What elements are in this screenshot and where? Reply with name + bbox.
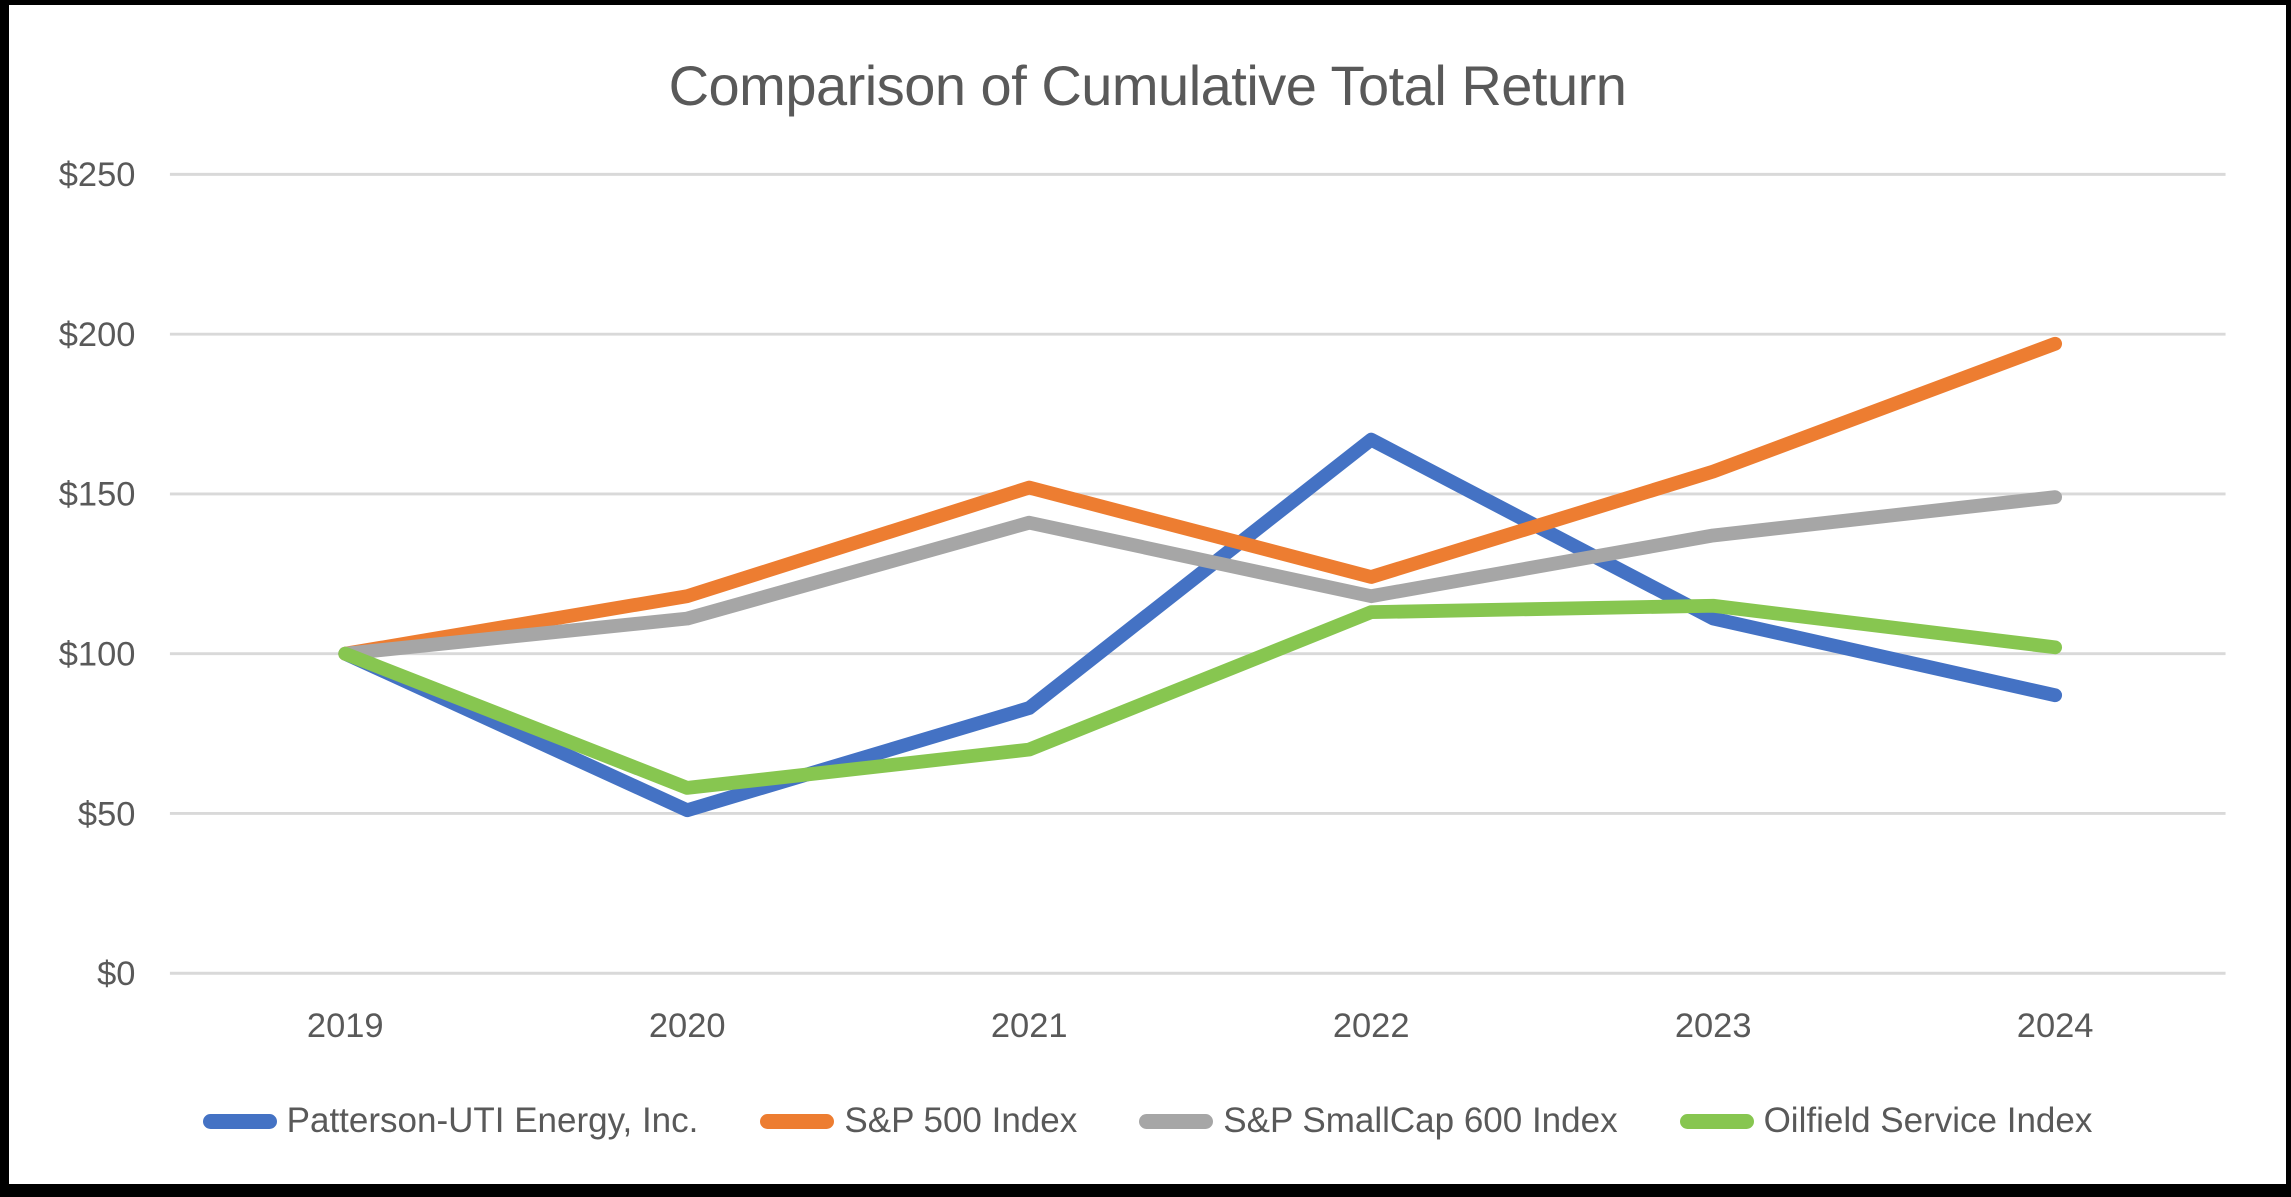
line-chart: $0 $50 $100 $150 $200 $250 2019 2020 202… (59, 156, 2226, 1045)
gridlines (169, 172, 2226, 975)
series-line-patterson-uti-energy (338, 432, 2063, 818)
legend-swatch-icon (202, 1113, 277, 1129)
y-tick-label: $0 (97, 955, 135, 993)
legend-item-patterson-uti-energy: Patterson-UTI Energy, Inc. (202, 1101, 699, 1141)
series-line-sp-smallcap-600-index (338, 490, 2063, 661)
chart-title: Comparison of Cumulative Total Return (668, 54, 1627, 117)
series-line-oilfield-service-index (338, 598, 2063, 795)
y-tick-label: $150 (59, 476, 136, 514)
x-tick-label: 2024 (2017, 1007, 2094, 1045)
legend-label: S&P SmallCap 600 Index (1223, 1101, 1618, 1140)
legend-item-oilfield-service-index: Oilfield Service Index (1679, 1101, 2093, 1141)
legend-label: Oilfield Service Index (1763, 1101, 2093, 1140)
legend-swatch-icon (1679, 1113, 1754, 1129)
y-tick-label: $50 (78, 795, 136, 833)
x-axis-labels: 2019 2020 2021 2022 2023 2024 (307, 1007, 2094, 1045)
x-tick-label: 2019 (307, 1007, 384, 1045)
x-tick-label: 2023 (1675, 1007, 1752, 1045)
series-line-sp-500-index (338, 336, 2063, 661)
series-lines (338, 336, 2063, 818)
y-tick-label: $250 (59, 156, 136, 194)
legend-item-sp-smallcap-600-index: S&P SmallCap 600 Index (1139, 1101, 1618, 1141)
legend-label: S&P 500 Index (844, 1101, 1078, 1140)
y-tick-label: $200 (59, 316, 136, 354)
x-tick-label: 2022 (1333, 1007, 1410, 1045)
legend-swatch-icon (760, 1113, 835, 1129)
y-tick-label: $100 (59, 636, 136, 674)
legend-item-sp-500-index: S&P 500 Index (760, 1101, 1077, 1141)
y-axis-labels: $0 $50 $100 $150 $200 $250 (59, 156, 136, 993)
x-tick-label: 2020 (649, 1007, 726, 1045)
legend-swatch-icon (1139, 1113, 1214, 1129)
legend-label: Patterson-UTI Energy, Inc. (286, 1101, 699, 1140)
chart-legend: Patterson-UTI Energy, Inc. S&P 500 Index… (9, 1101, 2286, 1141)
x-tick-label: 2021 (991, 1007, 1068, 1045)
